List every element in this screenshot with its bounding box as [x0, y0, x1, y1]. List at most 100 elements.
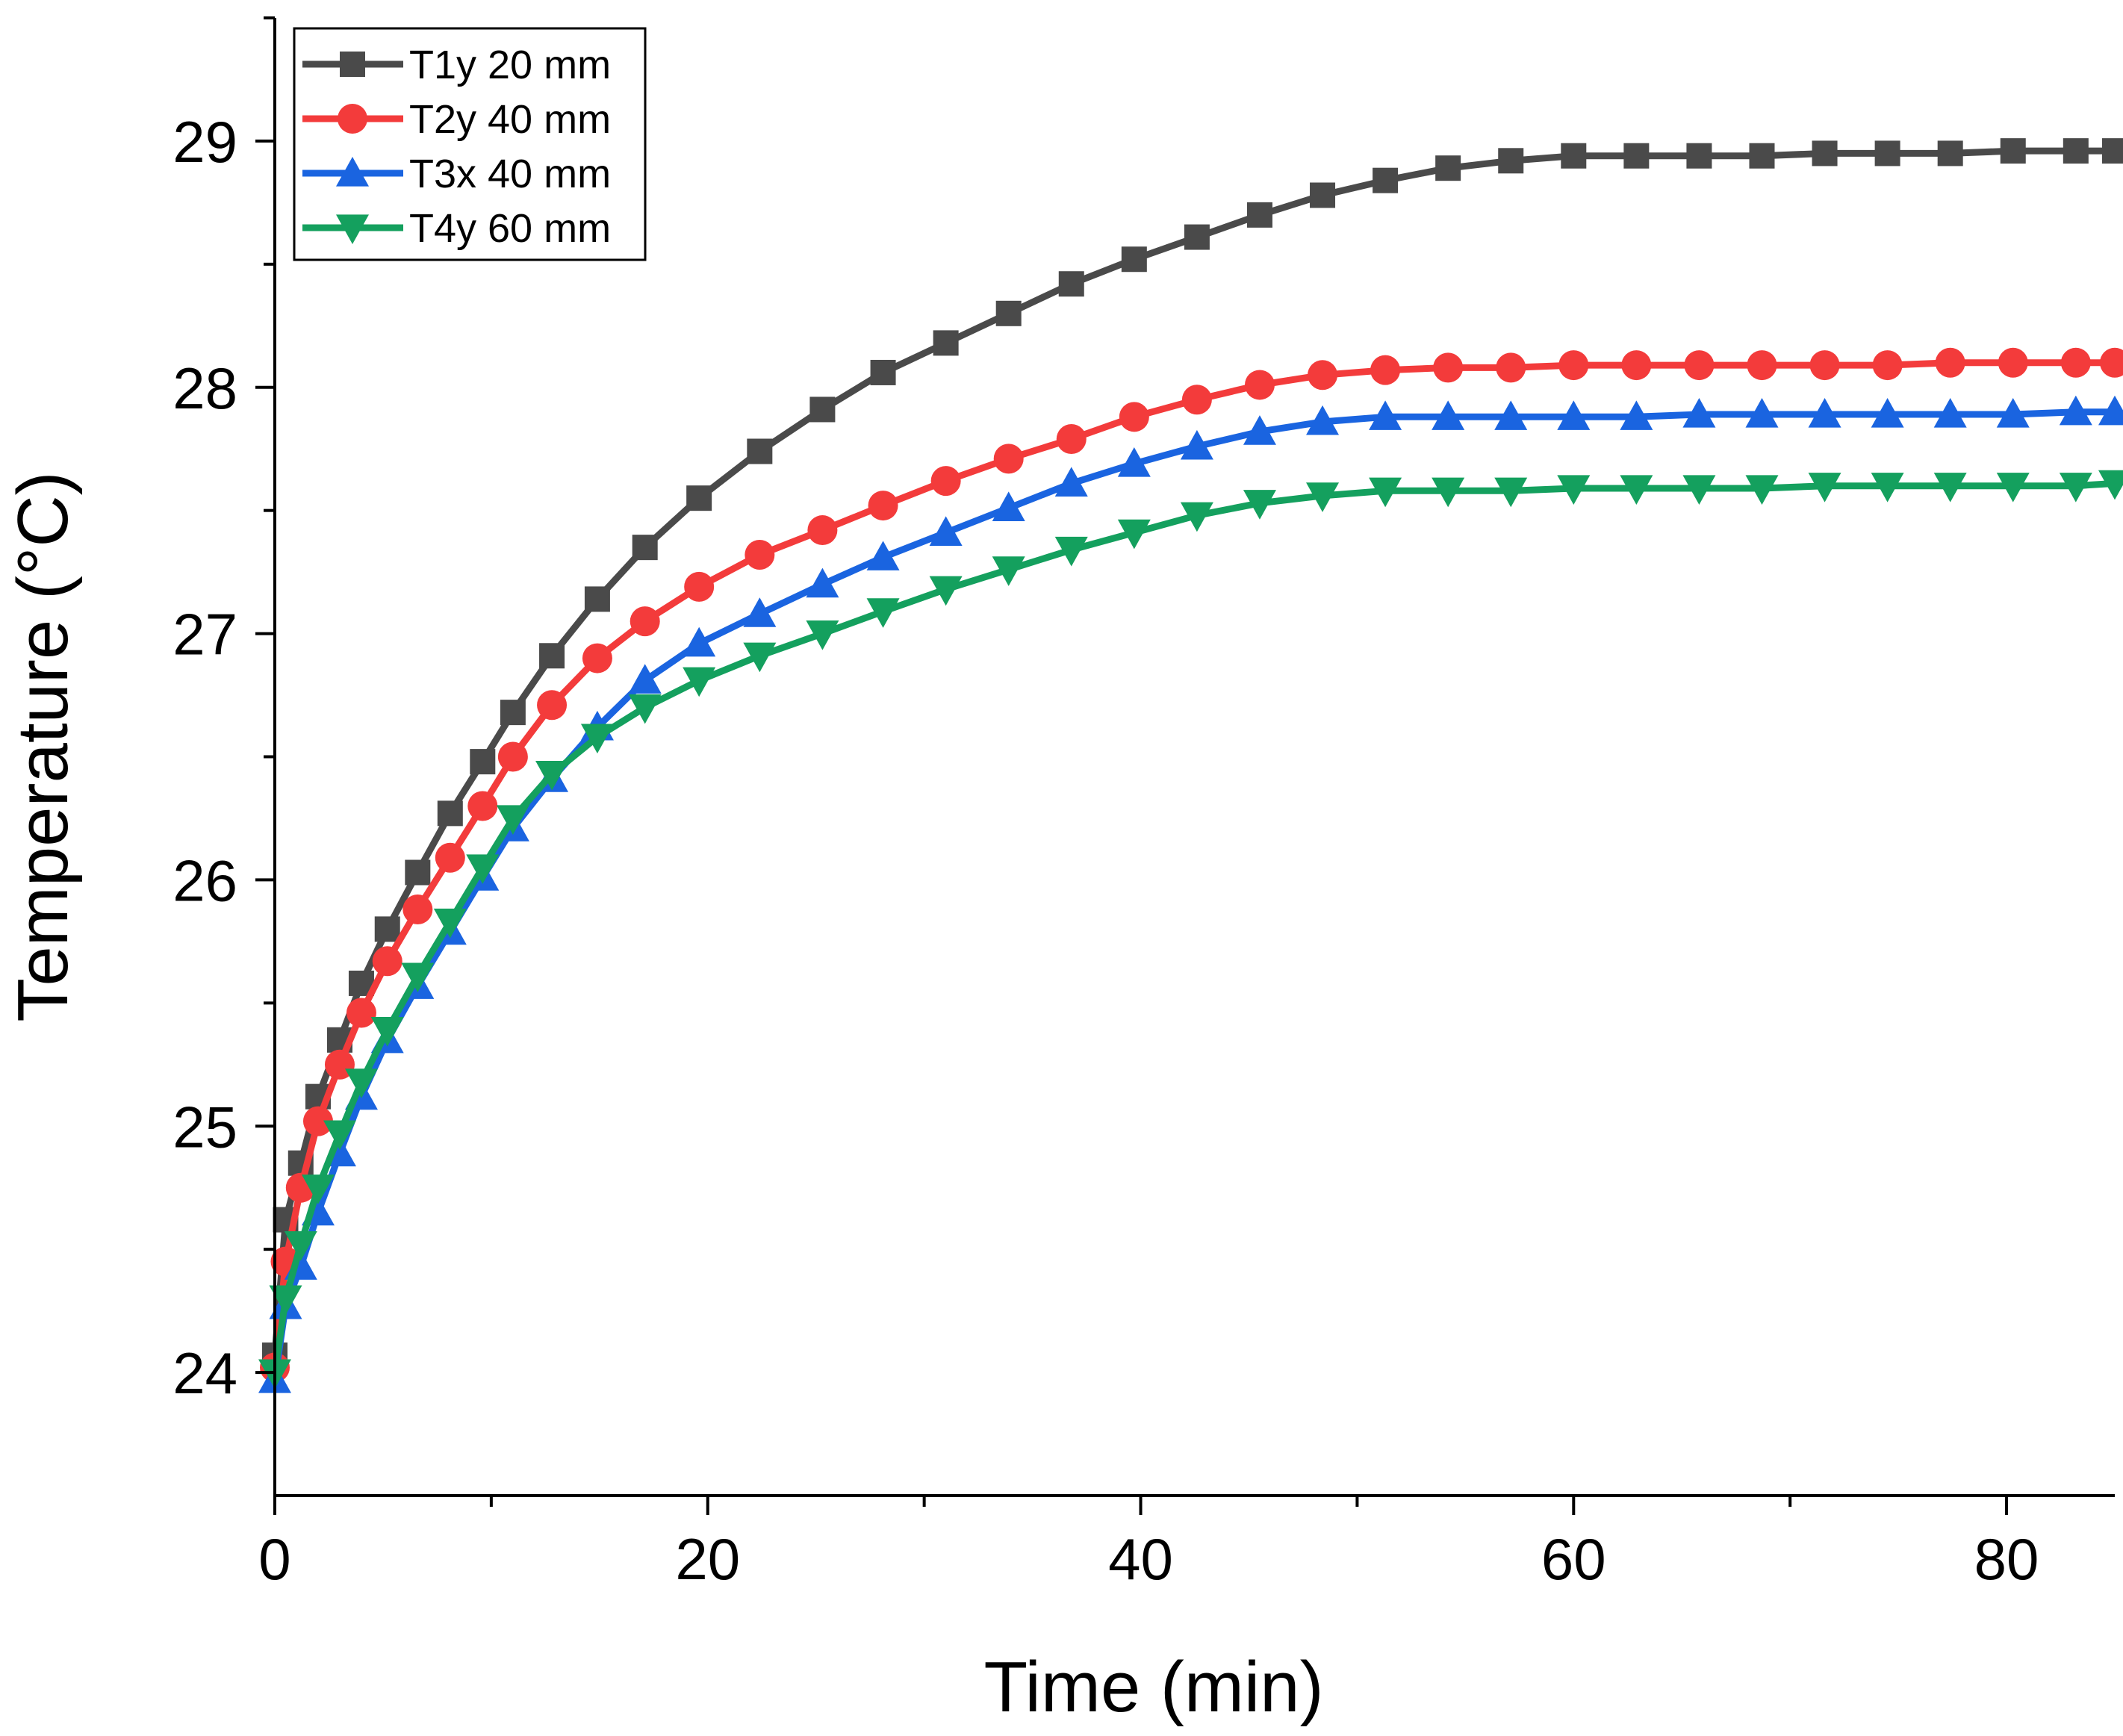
data-point [467, 791, 498, 821]
data-point [1998, 347, 2028, 378]
data-point [1745, 398, 1779, 428]
data-point [1117, 519, 1151, 550]
legend-item: T2y 40 mm [302, 97, 611, 142]
data-point [1557, 400, 1591, 430]
legend-item: T3x 40 mm [302, 152, 611, 196]
data-point [584, 586, 610, 612]
data-point [1370, 355, 1401, 385]
data-point [1561, 143, 1587, 169]
data-point [866, 541, 900, 570]
data-point [1933, 473, 1967, 503]
data-point [1620, 400, 1653, 430]
data-point [1496, 352, 1526, 383]
legend-label: T2y 40 mm [409, 97, 611, 142]
data-point [433, 908, 467, 939]
data-point [743, 597, 777, 627]
x-tick-label: 80 [1974, 1526, 2039, 1592]
data-point [1117, 447, 1151, 477]
data-point [2059, 473, 2092, 503]
data-point [1435, 155, 1461, 181]
data-point [1243, 415, 1276, 445]
legend-label: T3x 40 mm [409, 152, 611, 196]
data-point [1054, 467, 1088, 497]
data-point [1433, 352, 1464, 383]
data-point [1686, 143, 1712, 169]
data-point [807, 515, 838, 546]
data-point [628, 694, 662, 724]
legend-items: T1y 20 mm T2y 40 mm T3x 40 mm T4y 60 mm [302, 43, 611, 251]
data-point [470, 749, 496, 775]
legend: T1y 20 mm T2y 40 mm T3x 40 mm T4y 60 mm [293, 27, 647, 261]
data-point [301, 1175, 335, 1204]
data-point [992, 556, 1025, 586]
data-point [995, 300, 1022, 326]
data-point [806, 620, 839, 650]
x-tick-label: 60 [1541, 1526, 1606, 1592]
data-point [1181, 385, 1212, 415]
data-point [269, 1285, 302, 1316]
data-point [992, 491, 1025, 521]
data-point [539, 643, 565, 669]
x-tick-label: 40 [1108, 1526, 1173, 1592]
data-point [745, 540, 775, 570]
data-point [1557, 475, 1591, 505]
data-point [1432, 400, 1465, 430]
data-point [2063, 138, 2089, 164]
data-point [1180, 429, 1213, 460]
data-point [496, 805, 529, 835]
y-tick-label: 25 [172, 1094, 237, 1160]
data-point [537, 690, 568, 721]
data-point [1623, 143, 1650, 169]
data-point [1246, 202, 1272, 228]
data-point [929, 516, 963, 546]
axes-layer [255, 16, 2115, 1515]
data-point [2000, 138, 2026, 164]
data-point [743, 642, 777, 673]
data-point [1871, 398, 1904, 428]
data-point [1494, 400, 1528, 430]
legend-marker [340, 52, 365, 77]
data-point [1809, 350, 1840, 381]
data-point [535, 760, 569, 791]
legend-item: T1y 20 mm [302, 43, 611, 87]
legend-marker [336, 214, 369, 244]
data-point [1684, 350, 1715, 381]
data-point [1749, 143, 1775, 169]
data-point [402, 894, 433, 924]
data-point [370, 1017, 404, 1047]
legend-marker [336, 157, 369, 187]
legend-item: T4y 60 mm [302, 206, 611, 251]
data-point [372, 946, 402, 977]
data-point [630, 606, 660, 637]
data-point [2060, 347, 2091, 378]
y-axis-title: Temperature (°C) [3, 471, 83, 1021]
data-point [1432, 477, 1465, 508]
legend-label: T4y 60 mm [409, 206, 611, 251]
y-tick-label: 27 [172, 602, 237, 668]
data-point [401, 962, 435, 993]
data-point [1871, 473, 1904, 503]
data-point [868, 491, 898, 521]
data-point [806, 567, 839, 598]
legend-marker [338, 104, 367, 134]
data-point [1745, 475, 1779, 505]
data-point [1306, 482, 1340, 512]
data-point [500, 700, 526, 726]
data-point [1369, 400, 1402, 430]
data-point [632, 535, 658, 561]
y-tick-label: 24 [172, 1340, 237, 1406]
data-point [346, 998, 376, 1028]
data-point [809, 396, 836, 423]
data-point [1054, 536, 1088, 567]
data-point [1306, 405, 1340, 435]
data-point [1935, 347, 1965, 378]
data-point [1996, 473, 2030, 503]
data-point [580, 724, 614, 754]
data-point [1373, 167, 1399, 193]
x-axis-title: Time (min) [983, 1647, 1323, 1727]
data-point [1310, 182, 1336, 208]
data-point [1498, 148, 1524, 174]
data-point [323, 1120, 356, 1151]
x-tick-label: 0 [258, 1526, 290, 1592]
